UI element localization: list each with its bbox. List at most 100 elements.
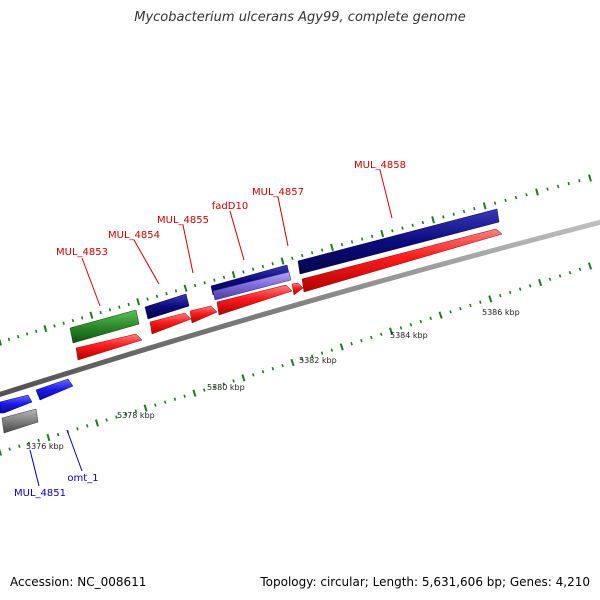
minor-tick [291,256,294,260]
cds-mul-4858[interactable] [301,228,503,293]
minor-tick [459,306,462,311]
minor-tick [18,444,21,448]
minor-tick [80,316,84,320]
minor-tick [350,240,354,244]
major-tick [280,257,285,265]
minor-tick [252,373,255,377]
cds-fadd10[interactable] [216,284,293,316]
minor-tick [546,187,549,191]
genome-summary-text: Topology: circular; Length: 5,631,606 bp… [260,575,590,589]
minor-tick [281,363,284,368]
gene-label-mul-4857[interactable]: MUL_4857 [252,187,304,198]
minor-tick [105,418,108,422]
minor-tick [442,215,445,219]
cds-mul-4857[interactable] [291,282,304,296]
minor-tick [493,201,497,205]
minor-tick [310,251,314,255]
minor-tick [568,270,572,275]
cds-mul-4853[interactable] [75,333,143,361]
minor-tick [261,370,265,374]
minor-tick [163,400,167,404]
minor-tick [174,289,178,293]
major-tick [431,216,435,224]
gene-label-mul-4854[interactable]: MUL_4854 [108,230,160,241]
feature-navy-1[interactable] [144,293,190,320]
cds-mul-4855[interactable] [189,305,218,324]
minor-tick [504,198,507,202]
minor-tick [449,310,452,314]
major-tick [0,338,2,346]
inner-tick-ring [0,262,593,456]
minor-tick [578,267,582,272]
major-tick [438,311,443,319]
cds-mul-4854[interactable] [149,312,192,335]
reverse-label-leaders [29,429,83,487]
minor-tick [25,332,29,336]
minor-tick [411,223,414,227]
minor-tick [261,264,265,269]
minor-tick [518,287,522,291]
minor-tick [118,305,121,309]
gene-label-mul-4853[interactable]: MUL_4853 [56,247,108,258]
minor-tick [203,281,206,285]
major-tick [183,284,188,292]
feature-purple[interactable] [212,271,292,301]
minor-tick [76,427,79,431]
minor-tick [193,283,197,288]
minor-tick [213,278,216,282]
gene-label-omt-1[interactable]: omt_1 [67,473,98,484]
minor-tick [310,354,314,358]
major-tick [136,298,141,306]
scale-label: 5382 kbp [299,356,337,365]
minor-tick [155,294,159,299]
minor-tick [370,335,373,340]
minor-tick [528,284,532,288]
minor-tick [62,321,65,325]
minor-tick [183,394,186,398]
map-title: Mycobacterium ulcerans Agy99, complete g… [134,10,466,25]
minor-tick [251,267,255,271]
major-tick [94,419,99,427]
minor-tick [35,329,38,334]
minor-tick [108,308,112,312]
minor-tick [360,338,363,343]
minor-tick [556,184,560,189]
minor-tick [271,367,275,371]
cds-reverse-blue-1[interactable] [0,394,33,414]
gene-label-fadd10[interactable]: fadD10 [212,201,248,212]
minor-tick [222,275,226,280]
feature-navy-3[interactable] [297,208,500,275]
scale-label: 5378 kbp [117,411,155,420]
gene-label-mul-4851[interactable]: MUL_4851 [14,488,66,499]
minor-tick [242,270,245,274]
major-tick [538,278,543,287]
minor-tick [222,382,225,386]
minor-tick [391,229,394,233]
minor-tick [127,302,130,307]
minor-tick [558,274,562,278]
outer-tick-ring [0,174,592,346]
gene-label-mul-4858[interactable]: MUL_4858 [354,160,406,171]
minor-tick [514,195,518,200]
backbone-arc [0,219,600,398]
major-tick [89,311,94,319]
minor-tick [212,385,216,389]
minor-tick [421,220,425,225]
major-tick [488,295,493,303]
minor-tick [271,262,274,266]
minor-tick [401,226,404,230]
scale-label: 5386 kbp [482,308,520,317]
major-tick [0,448,2,456]
feature-gray[interactable] [1,408,39,434]
gene-label-mul-4855[interactable]: MUL_4855 [157,215,209,226]
accession-text: Accession: NC_008611 [10,575,147,589]
minor-tick [479,300,482,304]
minor-tick [452,212,455,216]
minor-tick [380,332,383,336]
feature-green[interactable] [69,309,140,344]
minor-tick [320,351,324,355]
major-tick [339,343,344,351]
cds-reverse-blue-2[interactable] [35,378,74,401]
minor-tick [525,193,528,197]
